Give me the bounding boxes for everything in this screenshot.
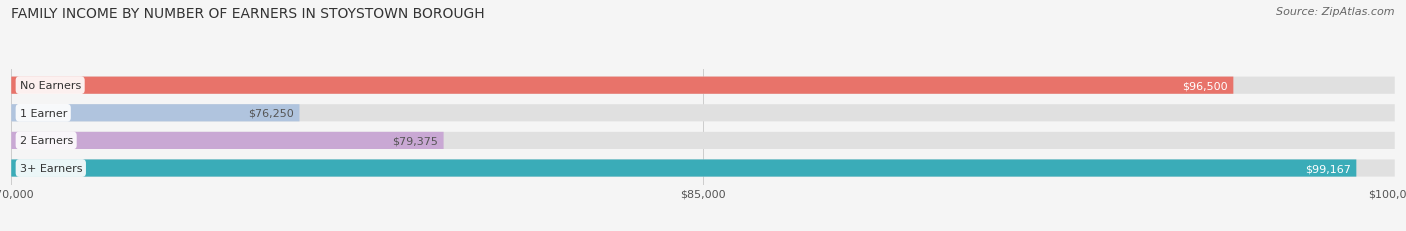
FancyBboxPatch shape bbox=[11, 132, 1395, 149]
FancyBboxPatch shape bbox=[11, 132, 444, 149]
FancyBboxPatch shape bbox=[11, 160, 1357, 177]
Text: No Earners: No Earners bbox=[20, 81, 80, 91]
Text: Source: ZipAtlas.com: Source: ZipAtlas.com bbox=[1277, 7, 1395, 17]
Text: 1 Earner: 1 Earner bbox=[20, 108, 67, 118]
FancyBboxPatch shape bbox=[11, 105, 1395, 122]
FancyBboxPatch shape bbox=[11, 160, 1395, 177]
Text: $76,250: $76,250 bbox=[249, 108, 294, 118]
Text: 2 Earners: 2 Earners bbox=[20, 136, 73, 146]
Text: $79,375: $79,375 bbox=[392, 136, 439, 146]
Text: 3+ Earners: 3+ Earners bbox=[20, 163, 82, 173]
FancyBboxPatch shape bbox=[11, 77, 1233, 94]
Text: $99,167: $99,167 bbox=[1305, 163, 1351, 173]
Text: $96,500: $96,500 bbox=[1182, 81, 1227, 91]
Text: FAMILY INCOME BY NUMBER OF EARNERS IN STOYSTOWN BOROUGH: FAMILY INCOME BY NUMBER OF EARNERS IN ST… bbox=[11, 7, 485, 21]
FancyBboxPatch shape bbox=[11, 105, 299, 122]
FancyBboxPatch shape bbox=[11, 77, 1395, 94]
